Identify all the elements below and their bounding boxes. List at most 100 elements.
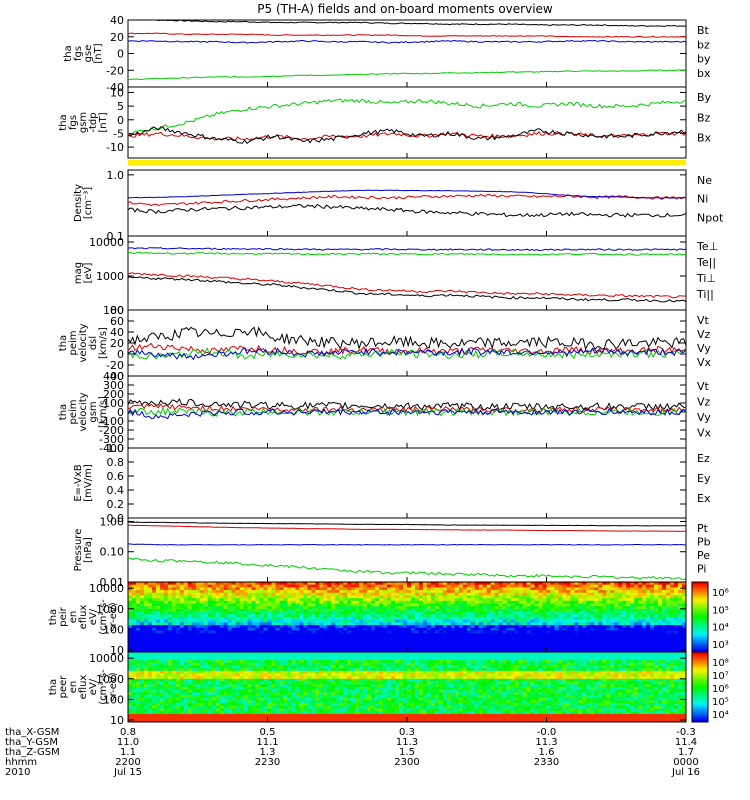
spectrogram-cell — [658, 654, 663, 658]
spectrogram-cell — [430, 587, 436, 591]
spectrogram-cell — [363, 668, 368, 672]
spectrogram-cell — [347, 608, 352, 613]
spectrogram-cell — [598, 611, 603, 615]
spectrogram-cell — [187, 643, 193, 648]
spectrogram-cell — [371, 608, 376, 613]
spectrogram-cell — [295, 660, 300, 664]
spectrogram-cell — [490, 649, 496, 653]
spectrogram-cell — [267, 635, 272, 639]
spectrogram-cell — [642, 600, 647, 604]
spectrogram-cell — [303, 668, 308, 672]
spectrogram-cell — [510, 608, 516, 613]
spectrogram-cell — [570, 619, 575, 623]
spectrogram-cell — [387, 611, 392, 615]
spectrogram-cell — [231, 633, 237, 637]
spectrogram-cell — [383, 617, 388, 621]
spectrogram-cell — [219, 652, 225, 656]
spectrogram-cell — [207, 665, 213, 669]
spectrogram-cell — [139, 611, 145, 615]
y-axis-label: eV/ — [88, 608, 99, 625]
spectrogram-cell — [343, 635, 348, 639]
spectrogram-cell — [514, 627, 519, 631]
spectrogram-cell — [407, 662, 412, 666]
spectrogram-cell — [347, 595, 352, 599]
spectrogram-cell — [470, 587, 476, 591]
spectrogram-cell — [311, 622, 316, 626]
spectrogram-cell — [275, 630, 280, 634]
spectrogram-cell — [638, 600, 643, 604]
spectrogram-cell — [243, 617, 248, 621]
spectrogram-cell — [187, 611, 193, 615]
spectrogram-cell — [271, 630, 276, 634]
spectrogram-cell — [203, 654, 209, 658]
spectrogram-cell — [207, 630, 213, 634]
spectrogram-cell — [430, 622, 436, 626]
spectrogram-cell — [311, 641, 316, 645]
series-pb — [127, 524, 687, 532]
spectrogram-cell — [187, 665, 193, 669]
spectrogram-cell — [566, 662, 571, 666]
spectrogram-cell — [187, 608, 193, 613]
spectrogram-cell — [474, 603, 480, 607]
spectrogram-cell — [518, 641, 523, 645]
spectrogram-cell — [143, 608, 149, 613]
spectrogram-cell — [327, 657, 332, 661]
spectrogram-cell — [239, 614, 244, 618]
spectrogram-cell — [442, 668, 448, 672]
spectrogram-cell — [422, 646, 428, 650]
spectrogram-cell — [682, 592, 687, 596]
spectrogram-cell — [215, 584, 221, 588]
spectrogram-cell — [426, 608, 432, 613]
spectrogram-cell — [678, 625, 683, 629]
spectrogram-cell — [239, 657, 244, 661]
spectrogram-cell — [422, 595, 428, 599]
spectrogram-cell — [614, 665, 619, 669]
spectrogram-cell — [658, 657, 663, 661]
spectrogram-cell — [610, 590, 615, 594]
spectrogram-cell — [586, 617, 591, 621]
spectrogram-cell — [135, 617, 141, 621]
spectrogram-cell — [327, 611, 332, 615]
spectrogram-cell — [351, 646, 356, 650]
spectrogram-cell — [327, 652, 332, 656]
spectrogram-cell — [227, 660, 233, 664]
spectrogram-cell — [335, 625, 340, 629]
spectrogram-cell — [426, 611, 432, 615]
spectrogram-cell — [494, 649, 500, 653]
spectrogram-cell — [371, 638, 376, 642]
spectrogram-cell — [470, 633, 476, 637]
spectrogram-cell — [574, 622, 579, 626]
spectrogram-cell — [407, 646, 412, 650]
spectrogram-cell — [410, 619, 416, 623]
spectrogram-cell — [490, 657, 496, 661]
colorbar-band — [692, 598, 708, 602]
spectrogram-cell — [422, 582, 428, 586]
spectrogram-cell — [343, 584, 348, 588]
spectrogram-cell — [442, 590, 448, 594]
spectrogram-cell — [598, 619, 603, 623]
spectrogram-cell — [534, 584, 539, 588]
spectrogram-cell — [383, 611, 388, 615]
spectrogram-cell — [191, 646, 197, 650]
spectrogram-cell — [490, 638, 496, 642]
spectrogram-cell — [434, 670, 440, 674]
spectrogram-cell — [550, 614, 555, 618]
spectrogram-cell — [259, 608, 264, 613]
spectrogram-cell — [630, 625, 635, 629]
spectrogram-cell — [355, 633, 360, 637]
spectrogram-cell — [383, 649, 388, 653]
spectrogram-cell — [590, 660, 595, 664]
spectrogram-cell — [534, 617, 539, 621]
spectrogram-cell — [367, 627, 372, 631]
spectrogram-cell — [658, 587, 663, 591]
spectrogram-cell — [215, 595, 221, 599]
spectrogram-cell — [430, 608, 436, 613]
spectrogram-cell — [562, 627, 567, 631]
spectrogram-cell — [327, 635, 332, 639]
spectrogram-cell — [634, 668, 639, 672]
spectrogram-cell — [454, 643, 460, 648]
spectrogram-cell — [614, 587, 619, 591]
spectrogram-cell — [610, 665, 615, 669]
spectrogram-cell — [430, 641, 436, 645]
spectrogram-cell — [219, 657, 225, 661]
